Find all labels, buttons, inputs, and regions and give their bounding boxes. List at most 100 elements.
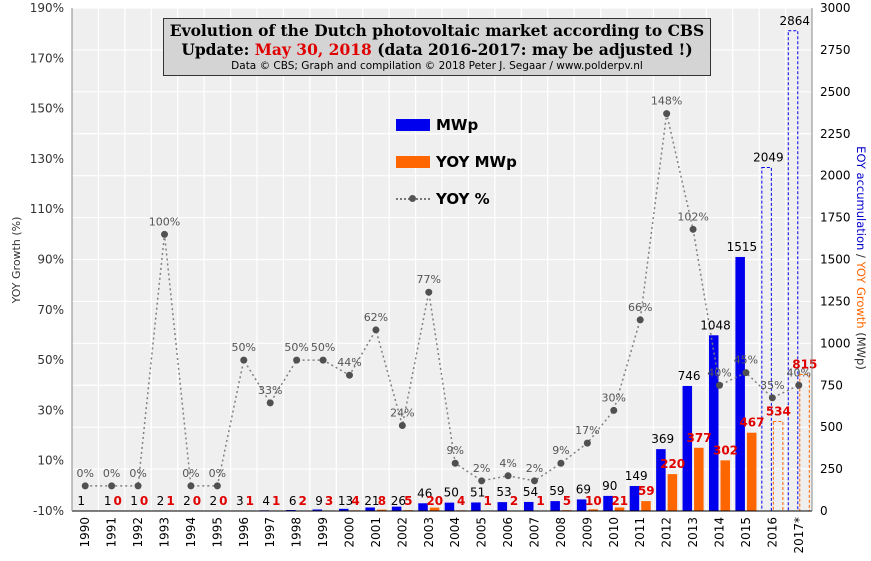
subtitle-suffix: (data 2016-2017: may be adjusted !) [371, 40, 693, 59]
right-axis-label-sep: / [854, 250, 868, 261]
yoy-pct-label: 102% [677, 210, 708, 223]
yoy-mwp-label: 0 [140, 494, 148, 508]
chart-title: Evolution of the Dutch photovoltaic mark… [169, 21, 705, 40]
right-tick-label: 1500 [820, 253, 851, 267]
legend-label-yoy-pct: YOY % [436, 190, 490, 208]
yoy-pct-point [108, 482, 116, 490]
yoy-mwp-label: 1 [536, 494, 544, 508]
mwp-label: 369 [651, 432, 674, 446]
yoy-pct-point [293, 356, 301, 364]
yoy-pct-label: 148% [651, 95, 682, 108]
yoy-mwp-label: 1 [166, 494, 174, 508]
left-tick-label: 190% [30, 1, 64, 15]
yoy-pct-label: 0% [182, 467, 199, 480]
left-tick-label: 130% [30, 152, 64, 166]
x-tick-label: 2006 [501, 517, 515, 548]
right-tick-label: 250 [820, 462, 843, 476]
yoy-pct-point [240, 356, 248, 364]
yoy-pct-polyline [85, 113, 800, 487]
x-tick-label: 1993 [158, 517, 172, 548]
legend-item-yoy-mwp: YOY MWp [396, 152, 517, 172]
x-tick-label: 2012 [660, 517, 674, 548]
yoy-pct-label: 50% [232, 341, 256, 354]
yoy-mwp-label: 8 [378, 494, 386, 508]
bar-mwp [286, 509, 296, 511]
yoy-pct-point [451, 459, 459, 467]
left-tick-label: 50% [37, 353, 64, 367]
mwp-label: 3 [236, 494, 244, 508]
bar-mwp [576, 499, 587, 511]
yoy-pct-point [425, 288, 433, 296]
yoy-pct-label: 33% [258, 384, 282, 397]
yoy-pct-point [689, 225, 697, 233]
mwp-label: 21 [364, 494, 379, 508]
right-tick-label: 2250 [820, 127, 851, 141]
yoy-mwp-label: 0 [219, 494, 227, 508]
yoy-mwp-label: 10 [585, 494, 602, 508]
x-tick-label: 1990 [78, 517, 92, 548]
mwp-label: 6 [289, 494, 297, 508]
bar-mwp [656, 449, 666, 511]
mwp-label: 54 [523, 485, 538, 499]
bar-mwp [471, 502, 481, 511]
legend-swatch-yoy-pct [396, 193, 430, 205]
mwp-label: 59 [549, 484, 564, 498]
bar-yoy-mwp [667, 474, 678, 511]
bar-yoy-mwp [429, 507, 440, 511]
x-tick-label: 1999 [316, 517, 330, 548]
yoy-pct-label: 45% [734, 354, 758, 367]
mwp-label: 2 [210, 494, 218, 508]
bar-yoy-mwp [376, 509, 387, 511]
legend-label-mwp: MWp [436, 116, 479, 134]
x-tick-label: 2005 [475, 517, 489, 548]
right-axis-label-part2: YOY Growth [854, 260, 868, 328]
left-tick-label: 150% [30, 102, 64, 116]
legend-item-mwp: MWp [396, 115, 478, 135]
update-date: May 30, 2018 [254, 40, 372, 59]
yoy-pct-point [557, 459, 565, 467]
bar-mwp [312, 509, 323, 511]
mwp-label: 149 [625, 469, 648, 483]
yoy-pct-point [161, 230, 168, 238]
yoy-pct-label: 24% [390, 406, 414, 419]
subtitle-prefix: Update: [181, 40, 255, 59]
yoy-pct-label: 40% [787, 366, 811, 379]
yoy-mwp-label: 2 [298, 494, 306, 508]
yoy-pct-point [504, 472, 512, 480]
yoy-pct-point [478, 477, 486, 485]
mwp-label: 69 [576, 482, 591, 496]
x-tick-label: 1998 [290, 517, 304, 548]
bar-mwp [603, 495, 613, 511]
mwp-label: 1 [130, 494, 138, 508]
bar-mwp [523, 501, 534, 511]
yoy-mwp-label: 1 [483, 494, 491, 508]
yoy-mwp-label: 4 [351, 494, 359, 508]
bar-yoy-mwp [746, 432, 757, 511]
yoy-pct-point [213, 482, 221, 490]
bar-mwp [735, 256, 745, 511]
yoy-pct-label: 62% [364, 311, 388, 324]
right-tick-label: 2750 [820, 43, 851, 57]
right-tick-label: 2000 [820, 169, 851, 183]
mwp-label: 9 [315, 494, 323, 508]
x-tick-label: 2010 [607, 517, 621, 548]
yoy-mwp-label: 20 [426, 494, 443, 508]
yoy-pct-point [134, 482, 142, 490]
bar-mwp [365, 507, 375, 511]
left-axis-label: YOY Growth (%) [10, 217, 23, 305]
yoy-pct-point [583, 439, 591, 447]
yoy-mwp-label: 5 [404, 494, 412, 508]
yoy-pct-label: 2% [473, 462, 490, 475]
bar-yoy-mwp [614, 507, 625, 511]
yoy-mwp-label: 3 [325, 494, 333, 508]
mwp-label: 26 [391, 494, 406, 508]
right-tick-label: 3000 [820, 1, 851, 15]
yoy-pct-label: 9% [552, 444, 569, 457]
x-tick-label: 1991 [105, 517, 119, 548]
left-tick-label: 10% [37, 454, 64, 468]
yoy-mwp-label: 5 [563, 494, 571, 508]
mwp-label: 1515 [727, 240, 758, 254]
yoy-mwp-label: 4 [457, 494, 465, 508]
mwp-label: 90 [602, 479, 617, 493]
